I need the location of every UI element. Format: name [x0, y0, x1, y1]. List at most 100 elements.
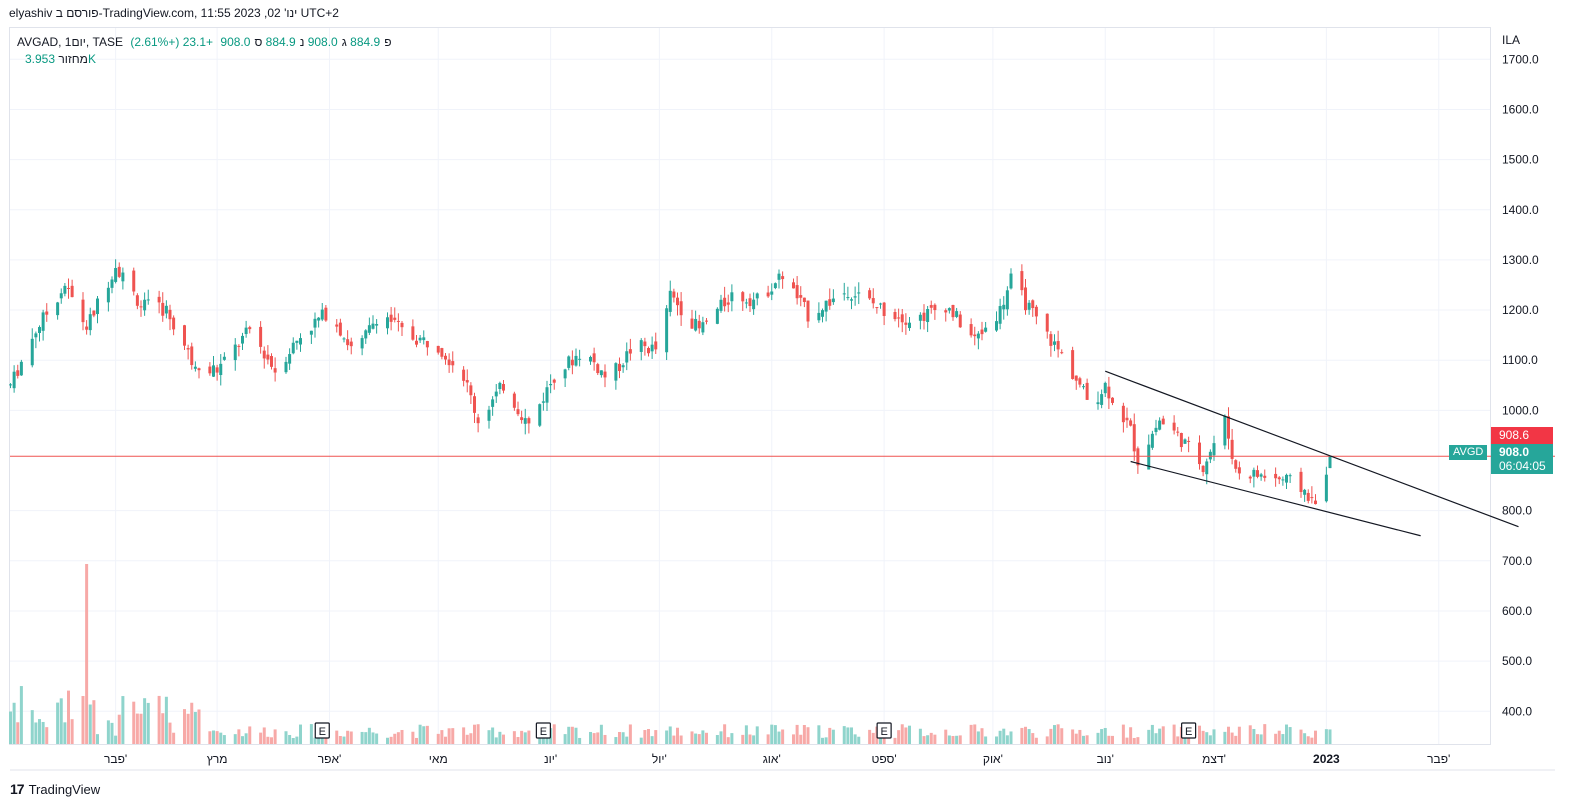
volume-bar — [212, 730, 215, 744]
volume-bar — [817, 725, 821, 744]
volume-bar — [1002, 728, 1006, 744]
candle-body — [1147, 444, 1151, 470]
volume-bar — [299, 724, 302, 744]
candle-body — [1183, 439, 1187, 444]
candle-body — [773, 283, 777, 289]
volume-bar — [773, 725, 777, 744]
price-tick-label: 1100.0 — [1502, 353, 1538, 367]
candle-body — [650, 344, 654, 352]
volume-bar — [425, 725, 429, 744]
candle-body — [197, 368, 201, 371]
symbol-label: AVGAD, 1יום, TASE — [17, 35, 123, 49]
volume-bar — [694, 733, 698, 744]
candle-body — [56, 302, 60, 316]
candle-body — [16, 370, 20, 376]
candle-body — [34, 333, 38, 338]
volume-bar — [1328, 729, 1332, 744]
volume-bar — [802, 725, 806, 744]
volume-bar — [16, 722, 20, 744]
volume-bar — [672, 735, 676, 744]
candle-body — [871, 298, 875, 304]
candle-body — [958, 314, 962, 328]
volume-bar — [998, 730, 1002, 744]
volume-bar — [726, 737, 730, 744]
ticker-tag: AVGD — [1449, 445, 1488, 460]
candle-body — [371, 323, 375, 329]
volume-bar — [770, 724, 774, 744]
candle-body — [106, 287, 110, 303]
candle-body — [1227, 416, 1230, 439]
time-tick-label: פבר' — [1427, 752, 1450, 766]
candle-body — [244, 327, 248, 335]
volume-bar — [12, 702, 16, 744]
volume-bar — [324, 733, 328, 744]
candle-body — [589, 356, 592, 362]
volume-bar — [1060, 728, 1064, 744]
earnings-marker — [314, 722, 330, 739]
volume-bar — [748, 734, 752, 744]
volume-bar — [908, 725, 911, 744]
volume-bar — [309, 724, 313, 744]
footer[interactable]: 17 TradingView — [10, 781, 100, 797]
volume-bar — [879, 735, 882, 744]
candle-body — [208, 366, 212, 374]
candle-body — [603, 371, 607, 378]
candle-body — [893, 312, 897, 320]
volume-bar — [552, 724, 556, 744]
candle-body — [1158, 420, 1162, 430]
candle-body — [1281, 479, 1285, 481]
candle-body — [625, 351, 629, 363]
candle-body — [781, 276, 785, 280]
volume-bar — [777, 731, 781, 744]
volume-bar — [792, 734, 795, 744]
candle-body — [186, 348, 190, 350]
chart-frame[interactable] — [9, 27, 1491, 745]
time-tick-label: 2023 — [1313, 752, 1340, 766]
candle-body — [1082, 386, 1085, 388]
candle-body — [491, 399, 495, 407]
candle-body — [567, 356, 571, 368]
candle-body — [516, 409, 520, 415]
volume-bar — [614, 737, 618, 744]
candle-body — [853, 296, 857, 298]
candle-body — [831, 298, 835, 303]
candle-body — [512, 393, 516, 408]
volume-bar — [139, 713, 143, 744]
candle-body — [995, 321, 998, 331]
volume-bar — [1288, 727, 1292, 744]
candle-body — [237, 345, 241, 347]
earnings-marker-label: E — [540, 726, 547, 738]
candle-body — [212, 365, 215, 377]
candle-body — [1328, 456, 1332, 469]
candle-body — [364, 330, 368, 339]
candle-body — [1230, 439, 1234, 459]
candle-body — [193, 366, 197, 369]
currency-label: ILA — [1502, 33, 1521, 47]
candle-body — [1020, 271, 1024, 291]
last-price-badge: 908.6 — [1491, 427, 1553, 444]
candle-body — [668, 290, 672, 312]
candle-body — [222, 356, 226, 360]
grid-lines — [10, 28, 1555, 771]
candle-body — [476, 417, 480, 424]
volume-bar — [342, 736, 346, 744]
candle-body — [882, 302, 886, 316]
volume-bar — [183, 709, 186, 744]
close-value: 908.0 — [220, 35, 251, 49]
candle-body — [1201, 465, 1205, 473]
volume-bar — [67, 690, 70, 744]
volume-bar — [752, 735, 756, 744]
volume-bar — [415, 737, 418, 744]
volume-bar — [1085, 735, 1089, 744]
volume-bar — [440, 730, 444, 744]
candle-body — [291, 342, 295, 354]
volume-bar — [288, 734, 292, 744]
volume-bar — [570, 726, 574, 744]
trendlines — [10, 370, 1555, 537]
volume-bar — [502, 734, 505, 744]
volume-bar — [955, 735, 959, 744]
volume-bar — [723, 724, 727, 744]
volume-bar — [1212, 729, 1216, 744]
candle-body — [766, 292, 770, 297]
